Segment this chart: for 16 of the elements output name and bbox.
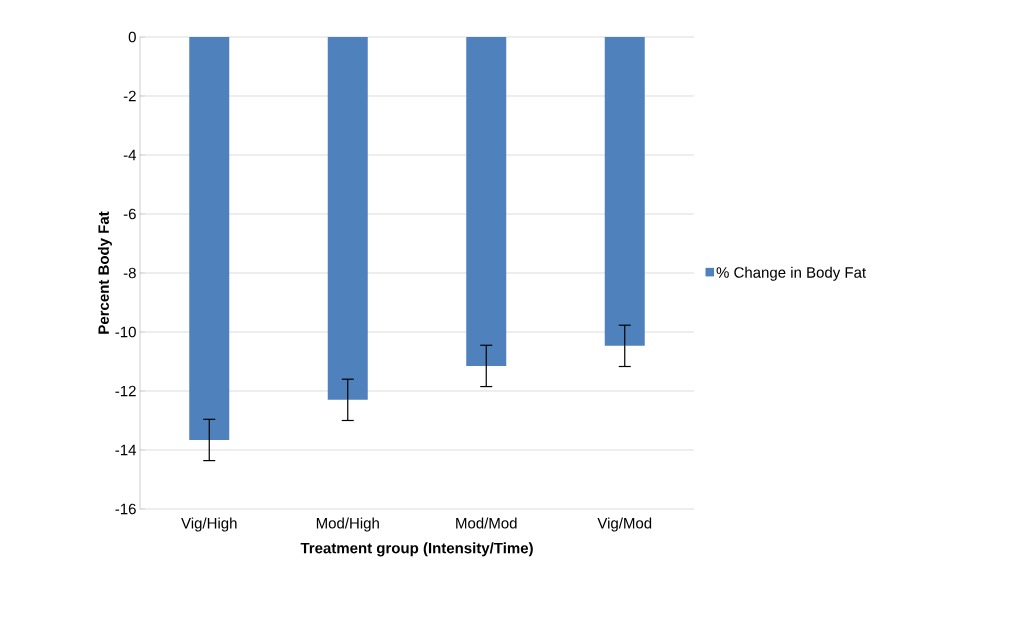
y-tick-label: -12 <box>115 385 136 397</box>
y-tick-label: -14 <box>115 444 137 456</box>
y-tick-label: -2 <box>123 90 136 102</box>
y-tick-label: 0 <box>128 31 136 43</box>
y-tick-label: -16 <box>115 503 136 515</box>
x-tick-label: Mod/High <box>316 517 379 532</box>
x-axis-title: Treatment group (Intensity/Time) <box>300 542 533 557</box>
x-tick-label: Mod/Mod <box>456 517 517 529</box>
x-tick-label: Vig/High <box>181 517 237 532</box>
y-axis-title: Percent Body Fat <box>97 211 112 334</box>
legend-label: % Change in Body Fat <box>716 266 866 281</box>
y-tick-label: -8 <box>123 267 136 279</box>
y-tick-label: -10 <box>115 326 136 338</box>
y-tick-label: -4 <box>123 149 137 161</box>
x-tick-label: Vig/Mod <box>597 517 652 532</box>
y-tick-label: -6 <box>123 208 136 220</box>
